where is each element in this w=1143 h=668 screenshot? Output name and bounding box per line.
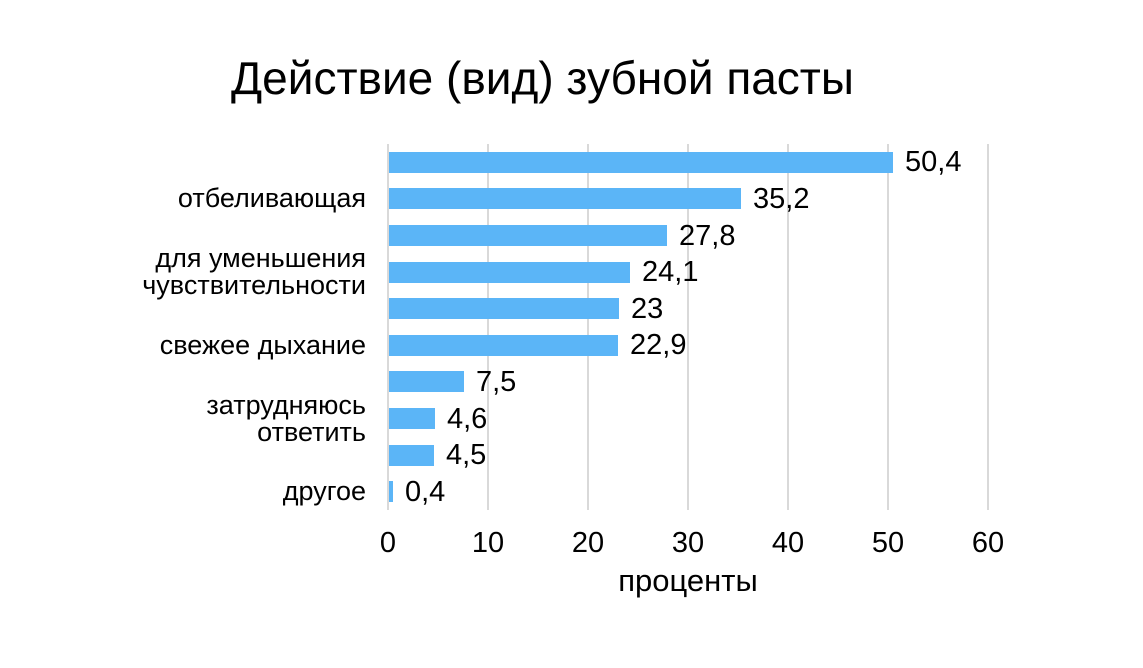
category-label: для уменьшения чувствительности	[142, 243, 366, 301]
bar-value-label: 7,5	[476, 365, 517, 398]
gridline	[587, 144, 589, 510]
plot-area: 50,4 35,2 отбеливающая 27,8 24,1 для уменьшен…	[142, 144, 989, 510]
chart-title: Действие (вид) зубной пасты	[231, 52, 854, 104]
bar	[389, 188, 741, 210]
gridline	[787, 144, 789, 510]
gridline	[987, 144, 989, 510]
bar-value-label: 4,6	[447, 402, 488, 435]
bar-value-label: 0,4	[405, 475, 446, 508]
x-tick-label: 20	[571, 527, 605, 559]
bar-value-label: 35,2	[753, 182, 810, 215]
bar	[389, 334, 618, 356]
x-axis-title: проценты	[618, 563, 758, 598]
category-label: отбеливающая	[177, 183, 366, 214]
bar	[389, 408, 435, 429]
category-label: затрудняюсь ответить	[206, 389, 366, 447]
x-tick-label: 40	[771, 527, 805, 559]
bar	[389, 261, 630, 283]
category-label: другое	[282, 476, 366, 507]
bar	[389, 444, 434, 466]
bar-value-label: 4,5	[446, 439, 487, 472]
bar	[389, 225, 667, 246]
bar	[389, 371, 464, 393]
bar-value-label: 27,8	[679, 219, 736, 252]
x-tick-label: 10	[471, 527, 505, 559]
x-tick-label: 50	[871, 527, 905, 559]
bar-value-label: 24,1	[642, 256, 699, 289]
bar-value-label: 23	[631, 292, 664, 325]
bar	[389, 151, 893, 173]
x-tick-label: 0	[379, 527, 397, 559]
gridline	[887, 144, 889, 510]
bar	[389, 298, 619, 320]
bar	[389, 481, 393, 503]
bar-value-label: 50,4	[905, 146, 962, 179]
x-tick-label: 30	[671, 527, 705, 559]
gridline	[387, 144, 389, 510]
gridline	[687, 144, 689, 510]
x-tick-label: 60	[971, 527, 1005, 559]
bar-value-label: 22,9	[630, 329, 687, 362]
category-label: свежее дыхание	[159, 329, 366, 360]
gridline	[487, 144, 489, 510]
